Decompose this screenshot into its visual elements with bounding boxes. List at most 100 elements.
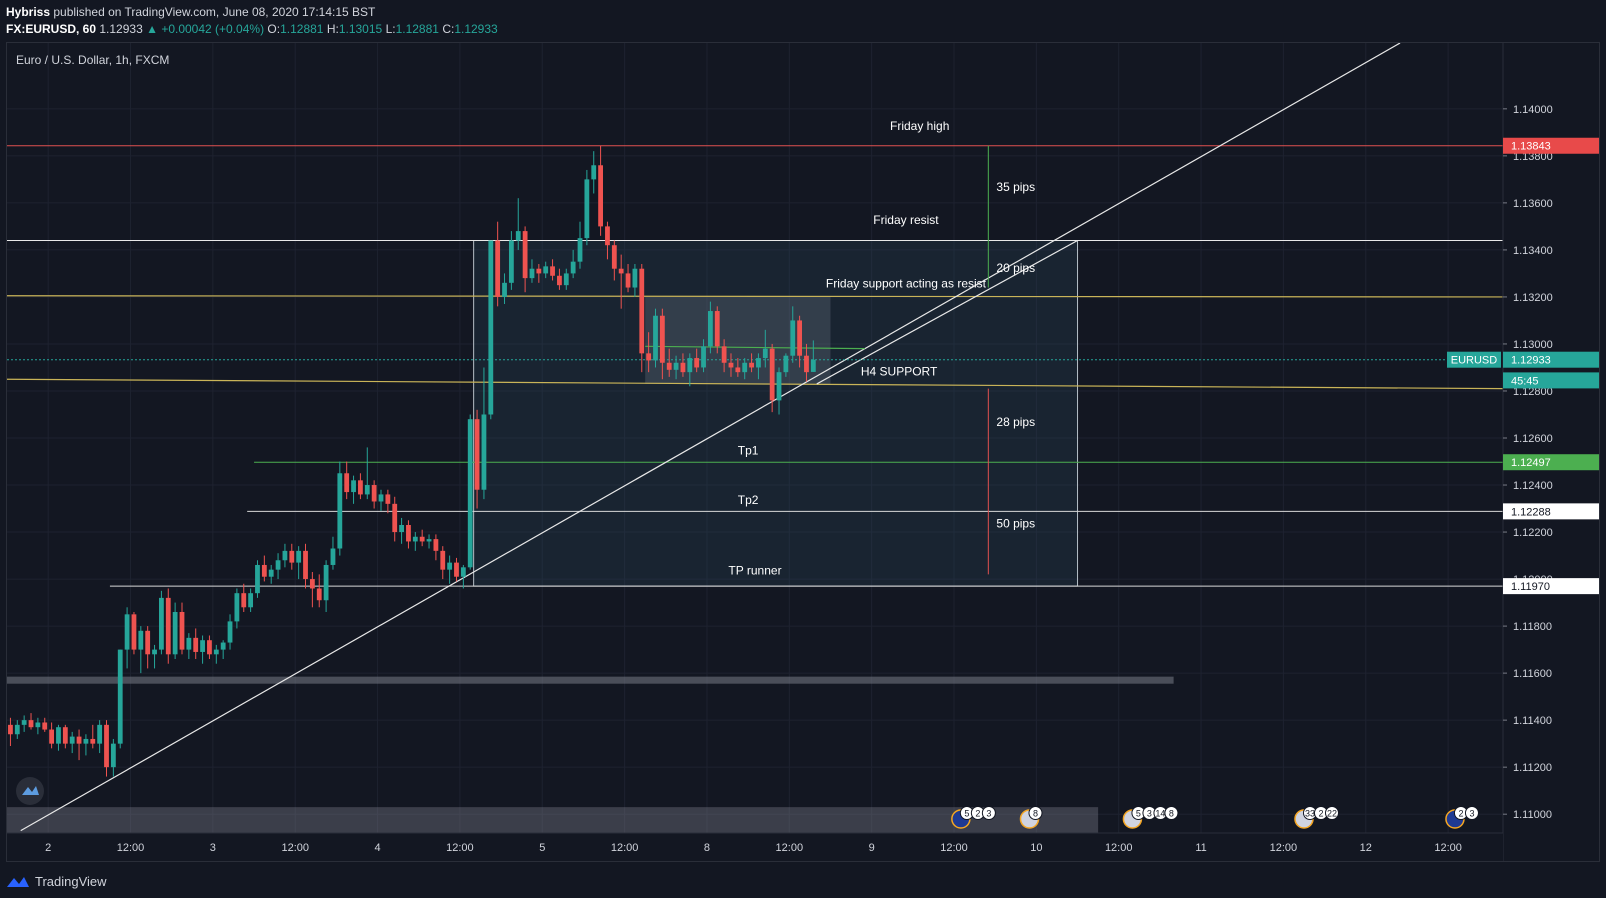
candle-body xyxy=(426,539,432,542)
lines-layer xyxy=(7,43,1504,832)
tradingview-brand[interactable]: TradingView xyxy=(6,874,107,889)
close-value: 1.12933 xyxy=(454,22,498,36)
y-tick-label: 1.13200 xyxy=(1513,292,1553,304)
tp2-line-price-label xyxy=(1503,503,1599,520)
candle-body xyxy=(742,362,748,373)
x-tick-label: 12:00 xyxy=(940,842,968,854)
candle-body xyxy=(28,720,34,728)
publish-line: Hybriss published on TradingView.com, Ju… xyxy=(6,5,375,19)
candle-body xyxy=(14,724,20,735)
candle-body xyxy=(577,238,583,262)
symbol-tag xyxy=(1447,351,1501,368)
event-count-badge xyxy=(1028,806,1043,820)
candle-body xyxy=(83,738,89,744)
author-name[interactable]: Hybriss xyxy=(6,5,51,19)
candle-body xyxy=(406,524,411,542)
candle-body xyxy=(303,550,308,580)
candle-body xyxy=(776,372,782,401)
candle-body xyxy=(371,485,377,502)
x-tick-label: 12:00 xyxy=(281,842,309,854)
candle-body xyxy=(810,359,816,372)
candle-body xyxy=(49,729,55,744)
price-label-text: 1.13843 xyxy=(1511,141,1551,153)
x-tick-label: 4 xyxy=(375,842,381,854)
chart-title: Euro / U.S. Dollar, 1h, FXCM xyxy=(16,53,169,67)
x-tick-label: 12:00 xyxy=(1434,842,1462,854)
price-label-text: 1.12497 xyxy=(1511,457,1551,469)
event-count-badge xyxy=(1324,806,1339,820)
event-count-text: 8 xyxy=(1169,809,1174,819)
candle-body xyxy=(454,562,459,577)
y-tick-label: 1.11800 xyxy=(1513,621,1552,633)
tp1-line-price-label xyxy=(1503,454,1599,471)
candle-body xyxy=(378,494,384,502)
candles-layer xyxy=(8,145,816,777)
candle-body xyxy=(481,414,487,490)
brand-label: TradingView xyxy=(35,874,107,889)
candle-body xyxy=(344,473,350,493)
trade-target-box xyxy=(473,240,1079,587)
candle-body xyxy=(557,275,562,286)
logo-badge-icon[interactable] xyxy=(16,777,44,805)
annotation-label: Tp1 xyxy=(738,443,759,457)
candle-body xyxy=(508,240,514,283)
candle-body xyxy=(735,367,741,373)
candle-body xyxy=(653,315,658,361)
economic-event-marker[interactable]: 8 xyxy=(1019,806,1043,829)
event-count-text: 14 xyxy=(1155,809,1165,819)
candle-body xyxy=(639,268,645,354)
candle-body xyxy=(385,494,391,504)
candle-body xyxy=(474,419,480,490)
close-label: C: xyxy=(442,22,455,36)
x-tick-label: 10 xyxy=(1030,842,1042,854)
open-value: 1.12881 xyxy=(280,22,324,36)
candle-body xyxy=(282,550,288,561)
event-count-text: 5 xyxy=(1136,809,1141,819)
candlestick-chart[interactable]: Friday high Friday resist Friday support a… xyxy=(7,43,1599,861)
symbol-label: FX:EURUSD, 60 xyxy=(6,22,97,36)
candle-body xyxy=(460,567,466,577)
candle-body xyxy=(220,642,226,650)
high-label: H: xyxy=(326,22,339,36)
candle-body xyxy=(145,630,151,655)
event-count-text: 2 xyxy=(975,809,980,819)
x-tick-label: 12 xyxy=(1360,842,1372,854)
candle-body xyxy=(550,266,555,276)
y-tick-label: 1.12800 xyxy=(1513,386,1553,398)
friday-support-line xyxy=(7,295,1504,298)
candle-body xyxy=(605,226,610,246)
candle-body xyxy=(200,640,205,652)
economic-event-marker[interactable]: 5 3 14 8 xyxy=(1122,806,1179,829)
candle-body xyxy=(749,362,754,368)
x-tick-label: 12:00 xyxy=(776,842,804,854)
candle-body xyxy=(536,268,542,274)
candle-body xyxy=(625,273,631,288)
candle-body xyxy=(584,179,590,239)
candle-body xyxy=(804,355,809,373)
candle-body xyxy=(646,353,652,361)
x-tick-label: 12:00 xyxy=(1270,842,1298,854)
tradingview-logo-icon xyxy=(7,876,29,887)
candle-body xyxy=(97,724,103,744)
chart-container[interactable]: Friday high Friday resist Friday support a… xyxy=(6,42,1600,862)
candle-body xyxy=(227,621,233,643)
x-tick-label: 3 xyxy=(210,842,216,854)
publish-header: Hybriss published on TradingView.com, Ju… xyxy=(0,0,1606,38)
candle-body xyxy=(762,348,768,359)
candle-body xyxy=(172,611,178,655)
candle-body xyxy=(666,362,672,370)
candle-body xyxy=(529,268,535,279)
candle-body xyxy=(412,536,418,542)
candle-body xyxy=(131,614,137,650)
x-tick-label: 12:00 xyxy=(611,842,639,854)
high-value: 1.13015 xyxy=(338,22,383,36)
y-tick-label: 1.13600 xyxy=(1513,198,1553,210)
price-label-text: 1.12288 xyxy=(1511,506,1551,518)
candle-body xyxy=(309,579,315,589)
candle-body xyxy=(110,743,116,768)
event-count-text: 5 xyxy=(964,809,969,819)
price-label-text: 1.11970 xyxy=(1511,581,1550,593)
economic-event-marker[interactable]: 33 2 22 xyxy=(1294,806,1339,829)
